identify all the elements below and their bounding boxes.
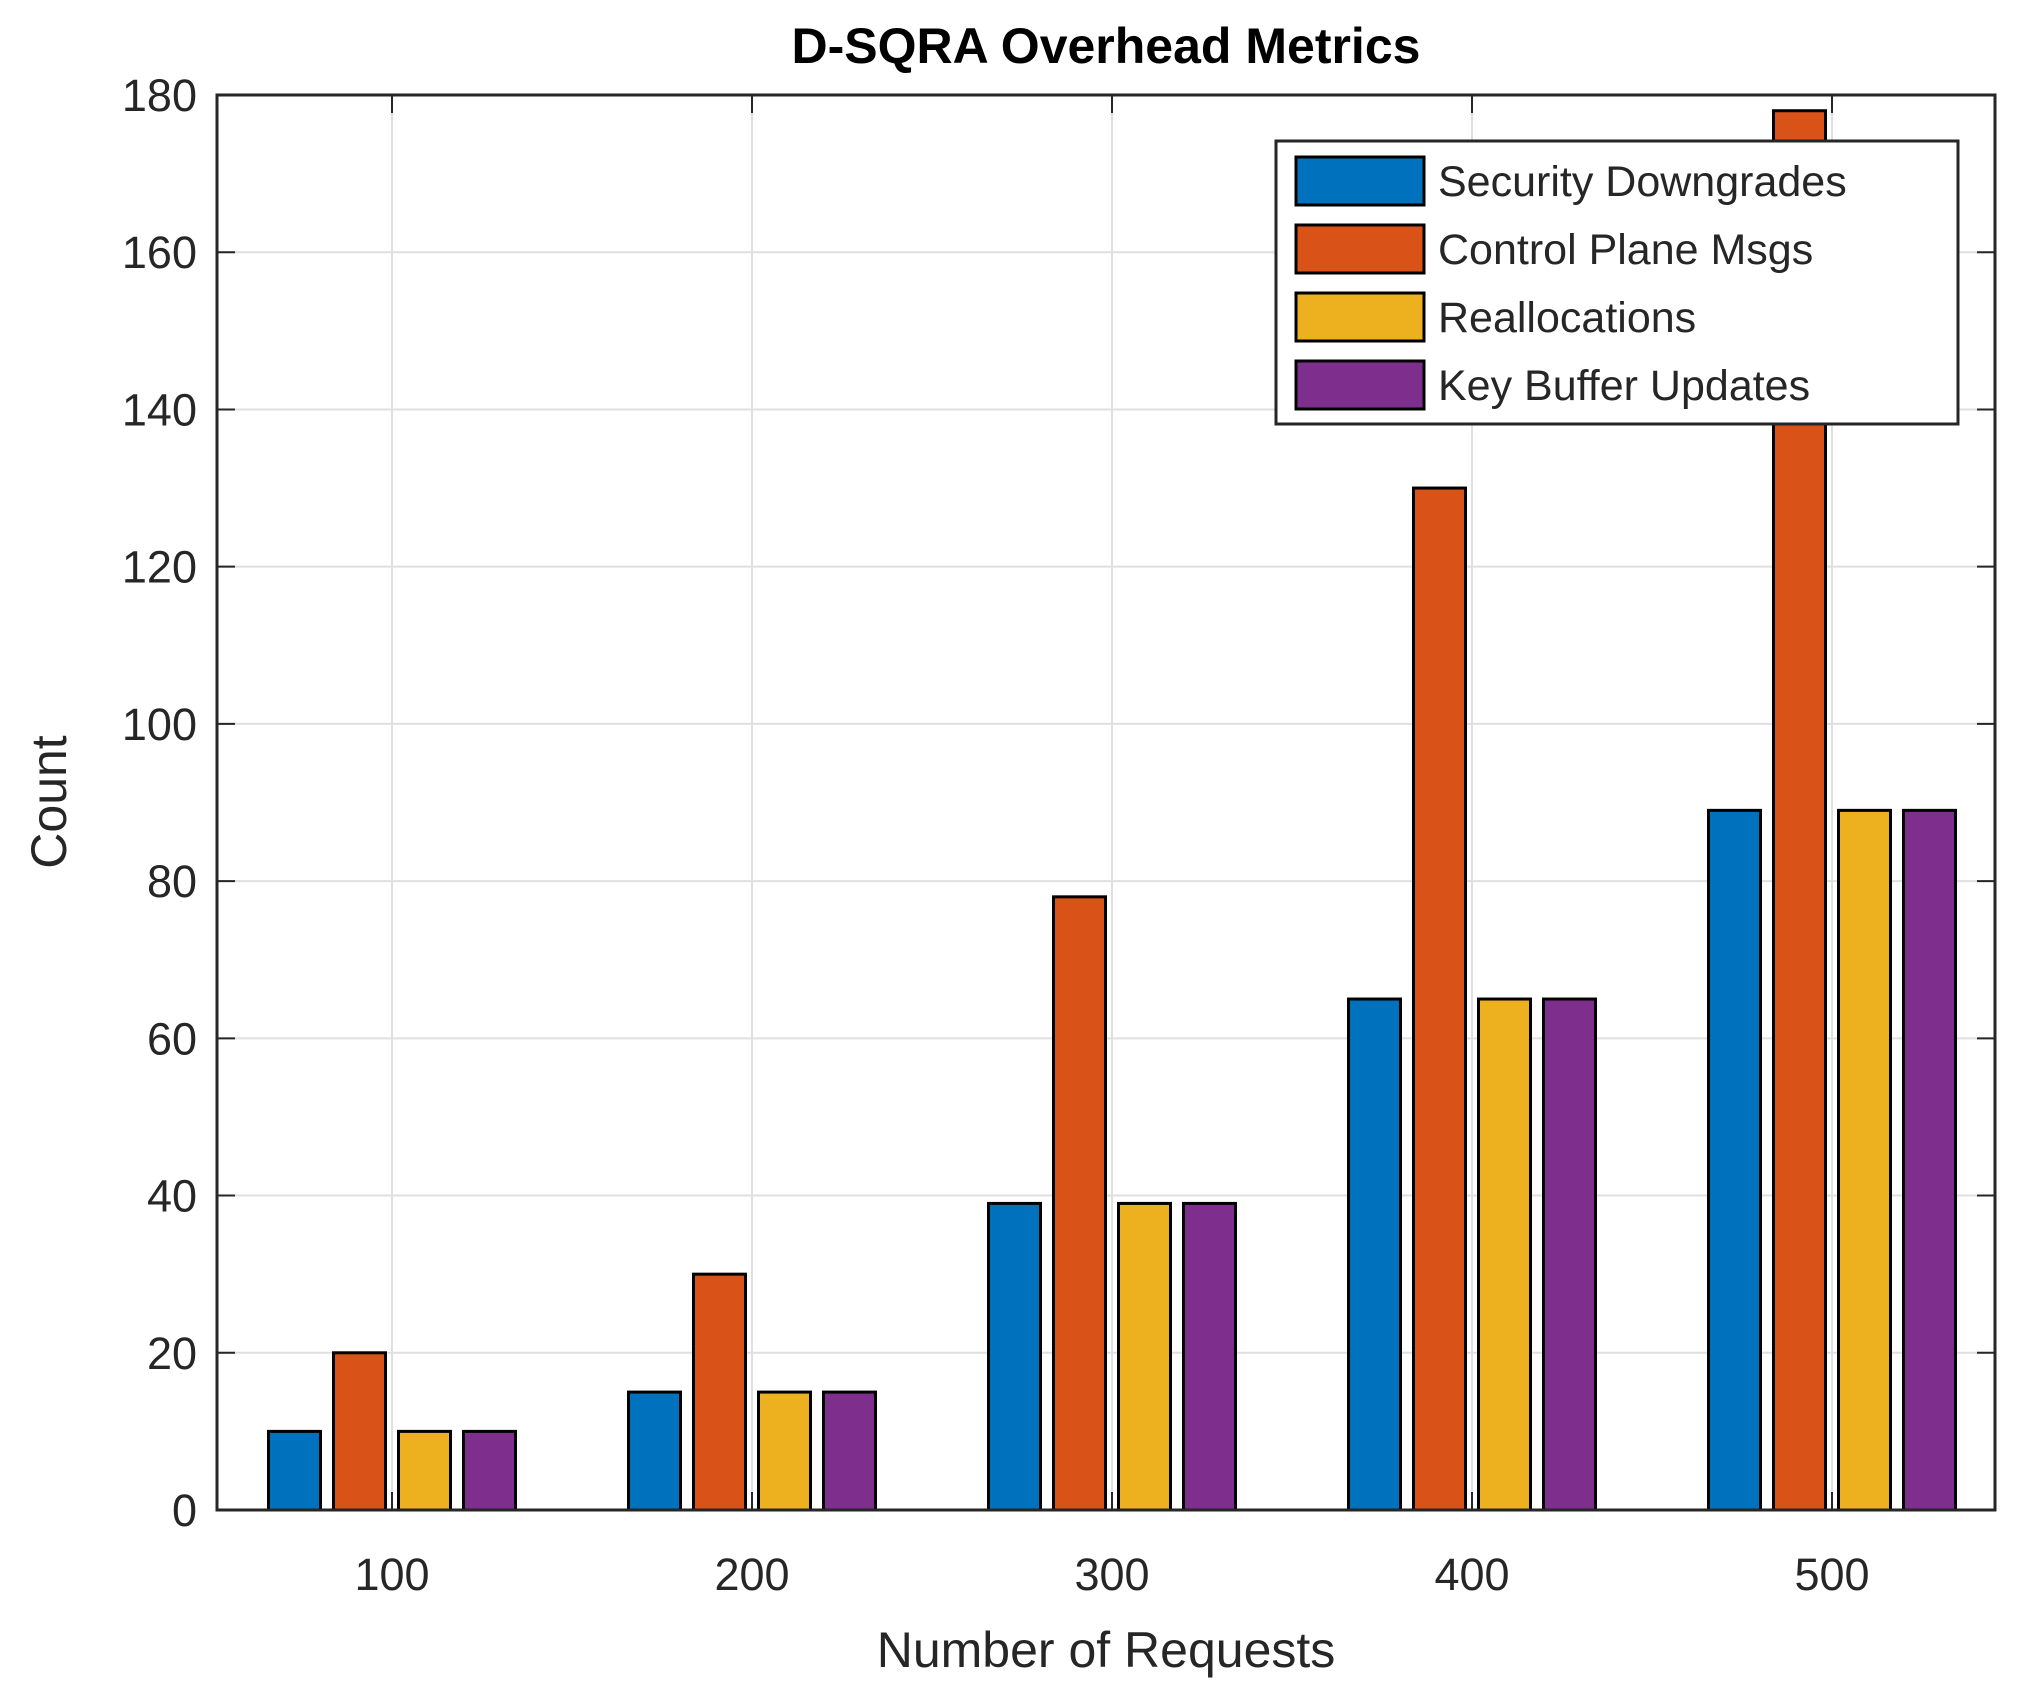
chart-title: D-SQRA Overhead Metrics [792, 18, 1421, 74]
bar-security-downgrades-200 [627, 1390, 682, 1512]
y-tick-label: 20 [147, 1328, 197, 1379]
bar-key-buffer-updates-300 [1182, 1201, 1237, 1512]
bar-control-plane-msgs-200 [692, 1272, 747, 1512]
legend-swatch [1294, 291, 1426, 343]
bar-reallocations-400 [1477, 997, 1532, 1512]
bar-control-plane-msgs-100 [332, 1351, 387, 1512]
legend: Security Downgrades Control Plane Msgs Rea… [1274, 139, 1960, 426]
x-tick-labels: 100 200 300 400 500 [354, 1549, 1869, 1600]
bar-security-downgrades-500 [1707, 808, 1762, 1512]
bar-reallocations-200 [757, 1390, 812, 1512]
y-tick-label: 100 [122, 699, 197, 750]
legend-label: Reallocations [1438, 294, 1696, 342]
y-tick-label: 160 [122, 227, 197, 278]
axes-frame [215, 93, 1997, 1512]
bar-key-buffer-updates-100 [462, 1429, 517, 1512]
bar-key-buffer-updates-500 [1902, 808, 1957, 1512]
legend-swatch [1294, 359, 1426, 411]
ticks [217, 94, 1995, 1511]
legend-label: Security Downgrades [1438, 158, 1847, 206]
bar-security-downgrades-400 [1347, 997, 1402, 1512]
bar-security-downgrades-100 [267, 1429, 322, 1512]
bar-reallocations-100 [397, 1429, 452, 1512]
x-tick-label: 400 [1434, 1549, 1509, 1600]
y-tick-label: 0 [172, 1485, 197, 1536]
y-tick-label: 60 [147, 1013, 197, 1064]
bar-control-plane-msgs-400 [1412, 486, 1467, 1512]
bar-reallocations-500 [1837, 808, 1892, 1512]
y-tick-label: 120 [122, 542, 197, 593]
legend-swatch [1294, 223, 1426, 275]
y-tick-label: 180 [122, 70, 197, 121]
bar-key-buffer-updates-400 [1542, 997, 1597, 1512]
legend-label: Key Buffer Updates [1438, 362, 1810, 410]
bar-key-buffer-updates-200 [822, 1390, 877, 1512]
y-tick-label: 40 [147, 1171, 197, 1222]
y-axis-label: Count [21, 735, 77, 869]
y-tick-label: 140 [122, 384, 197, 435]
bar-security-downgrades-300 [987, 1201, 1042, 1512]
legend-label: Control Plane Msgs [1438, 226, 1813, 274]
y-tick-label: 80 [147, 856, 197, 907]
x-tick-label: 200 [714, 1549, 789, 1600]
y-tick-labels: 0 20 40 60 80 100 120 140 160 180 [122, 70, 197, 1536]
bar-reallocations-300 [1117, 1201, 1172, 1512]
bar-control-plane-msgs-300 [1052, 895, 1107, 1512]
x-tick-label: 500 [1794, 1549, 1869, 1600]
legend-swatch [1294, 155, 1426, 207]
x-tick-label: 300 [1074, 1549, 1149, 1600]
x-axis-label: Number of Requests [877, 1622, 1336, 1678]
x-tick-label: 100 [354, 1549, 429, 1600]
